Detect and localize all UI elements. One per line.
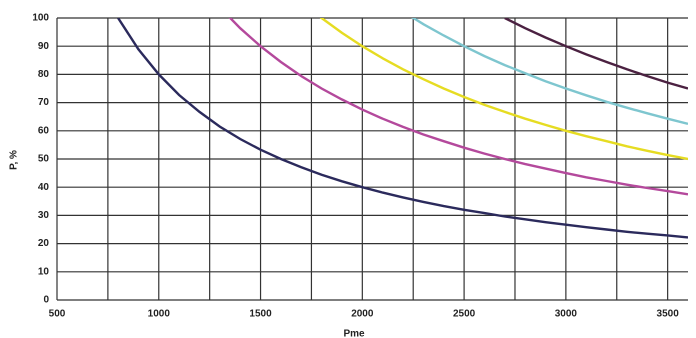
y-tick-label: 100 (32, 13, 49, 24)
data-line (411, 18, 688, 125)
y-tick-label: 10 (38, 266, 50, 277)
y-tick-label: 90 (38, 41, 50, 52)
y-tick-label: 40 (38, 182, 50, 193)
y-axis-label: P, % (9, 150, 20, 170)
data-line (319, 18, 688, 161)
x-tick-label: 3500 (657, 309, 680, 320)
x-tick-label: 1000 (148, 309, 171, 320)
y-tick-label: 70 (38, 97, 50, 108)
data-line (117, 18, 688, 239)
x-tick-label: 3000 (555, 309, 578, 320)
x-tick-label: 1500 (249, 309, 272, 320)
y-tick-label: 50 (38, 154, 50, 165)
y-tick-label: 80 (38, 69, 50, 80)
y-tick-label: 60 (38, 125, 50, 136)
x-tick-label: 2000 (351, 309, 374, 320)
x-axis-label: Pme (343, 329, 365, 338)
data-line (504, 18, 688, 90)
y-tick-label: 20 (38, 238, 50, 249)
plot-area (117, 18, 688, 239)
y-tick-label: 30 (38, 210, 50, 221)
x-tick-label: 500 (49, 309, 66, 320)
y-tick-label: 0 (43, 295, 49, 306)
data-line (228, 18, 688, 196)
x-tick-label: 2500 (453, 309, 476, 320)
